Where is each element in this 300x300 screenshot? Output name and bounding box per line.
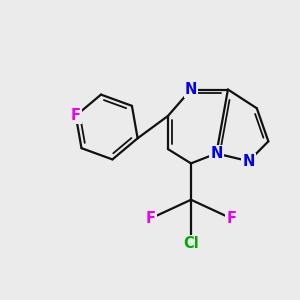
Text: N: N <box>242 154 255 169</box>
Text: Cl: Cl <box>183 236 199 251</box>
Text: F: F <box>146 211 156 226</box>
Text: N: N <box>210 146 223 161</box>
Text: F: F <box>71 108 81 123</box>
Text: N: N <box>185 82 197 97</box>
Text: F: F <box>226 211 236 226</box>
